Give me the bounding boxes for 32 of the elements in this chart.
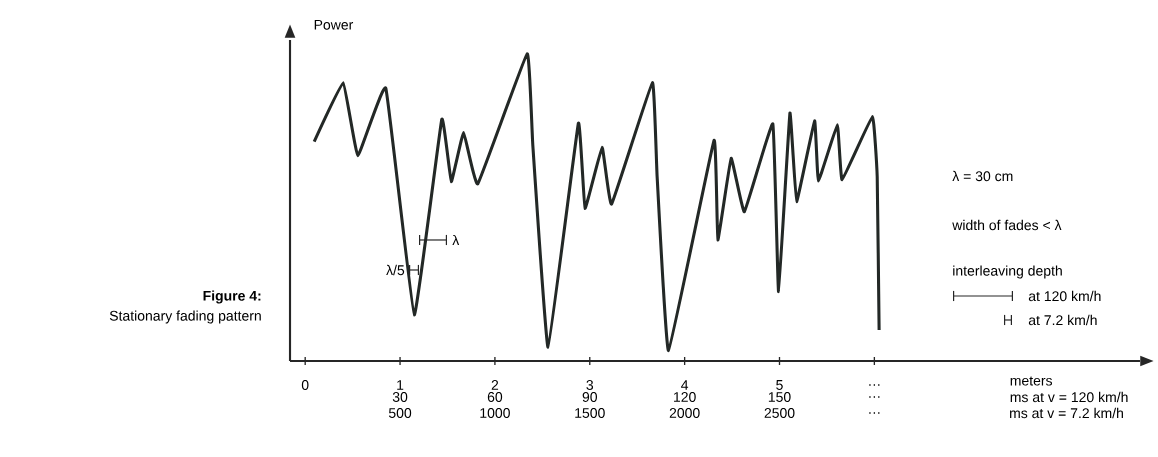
x-tick-label: … — [869, 384, 880, 386]
text: 1500 — [575, 408, 605, 418]
annotation: λ = 30 cm — [952, 170, 1013, 182]
x2-axis-title: ms at v = 120 km/h — [1010, 391, 1128, 403]
x2-tick-label: 150 — [768, 392, 791, 402]
text: Stationary fading pattern — [109, 310, 261, 324]
text: 500 — [388, 408, 412, 418]
text: 2500 — [764, 408, 795, 418]
annotation: width of fades < λ — [952, 219, 1062, 231]
annotation: λ/5 — [386, 264, 405, 276]
x-tick-label: 3 — [586, 380, 594, 390]
annotation: λ — [452, 234, 460, 246]
y-axis-title: Power — [314, 19, 354, 30]
x-tick-label: 4 — [681, 380, 689, 390]
text: ms at v = 7.2 km/h — [1010, 407, 1123, 419]
text: … — [869, 412, 880, 414]
annotation: at 120 km/h — [1028, 290, 1101, 302]
x-tick-label: 0 — [301, 380, 309, 390]
x-tick-label: 1 — [397, 380, 404, 390]
annotation: at 7.2 km/h — [1028, 314, 1097, 326]
x2-tick-label: 90 — [582, 392, 598, 402]
x-tick-label: 5 — [776, 380, 783, 390]
x2-tick-label: 60 — [487, 392, 503, 402]
x-axis-title: meters — [1010, 376, 1053, 386]
x2-tick-label: 120 — [674, 392, 696, 402]
x-tick-label: 2 — [491, 380, 499, 390]
annotation: interleaving depth — [953, 265, 1062, 279]
text: 2000 — [669, 408, 700, 418]
text: Figure 4: — [203, 290, 261, 304]
text: 1000 — [480, 408, 510, 418]
x2-tick-label: … — [869, 396, 880, 398]
x2-tick-label: 30 — [392, 392, 408, 402]
